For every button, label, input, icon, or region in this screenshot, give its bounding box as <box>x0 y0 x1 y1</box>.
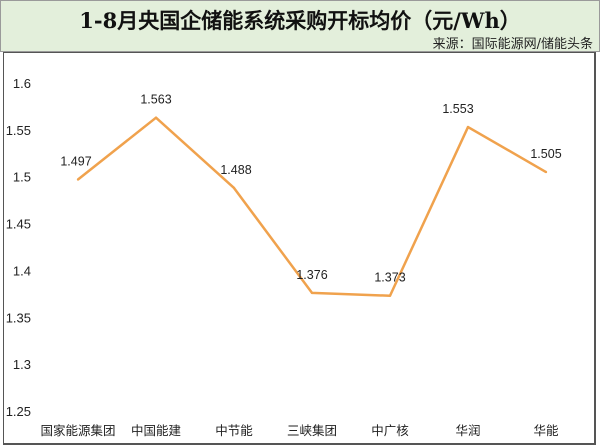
x-tick-label: 华能 <box>533 423 559 438</box>
data-point <box>232 186 236 190</box>
data-label: 1.505 <box>530 147 561 161</box>
x-tick-label: 中广核 <box>371 423 409 438</box>
data-point <box>154 116 158 119</box>
chart-title: 1-8月央国企储能系统采购开标均价（元/Wh） <box>79 8 521 33</box>
data-label: 1.376 <box>296 268 327 282</box>
data-point <box>388 294 392 297</box>
chart-frame <box>3 52 596 445</box>
x-tick-label: 中国能建 <box>131 423 182 438</box>
data-label: 1.563 <box>140 93 171 107</box>
data-label: 1.553 <box>442 102 473 116</box>
y-tick-label: 1.35 <box>6 310 31 325</box>
data-point <box>310 291 314 295</box>
data-point <box>466 125 470 129</box>
data-label: 1.373 <box>374 271 405 285</box>
y-tick-label: 1.45 <box>6 217 31 232</box>
data-label: 1.497 <box>60 155 91 169</box>
x-tick-label: 中节能 <box>215 423 253 438</box>
x-tick-label: 三峡集团 <box>287 423 337 438</box>
x-tick-label: 华润 <box>455 423 480 438</box>
source-note: 来源：国际能源网/储能头条 <box>432 37 593 52</box>
y-tick-label: 1.25 <box>6 404 31 419</box>
data-point <box>76 178 80 181</box>
y-tick-label: 1.4 <box>13 263 31 278</box>
title-band: 1-8月央国企储能系统采购开标均价（元/Wh） 来源：国际能源网/储能头条 <box>0 0 600 52</box>
y-tick-label: 1.6 <box>13 76 31 91</box>
y-tick-label: 1.55 <box>6 123 31 138</box>
data-point <box>544 170 548 174</box>
y-tick-label: 1.5 <box>13 170 31 185</box>
data-label: 1.488 <box>220 163 251 177</box>
x-tick-label: 国家能源集团 <box>40 423 115 438</box>
y-tick-label: 1.3 <box>13 357 31 372</box>
